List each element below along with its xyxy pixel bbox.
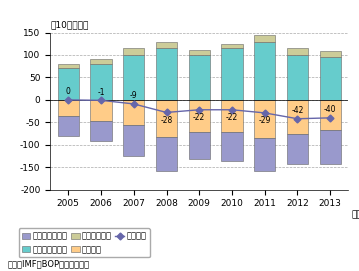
Bar (287, 134, 308, 164)
Bar (287, 100, 308, 134)
Text: -29: -29 (258, 117, 271, 125)
Bar (90, 100, 112, 121)
Bar (320, 100, 341, 130)
Bar (254, 41, 275, 100)
Text: -9: -9 (130, 91, 137, 100)
Text: -22: -22 (193, 113, 205, 122)
Bar (90, 64, 112, 100)
Bar (58, 69, 79, 100)
Bar (156, 100, 177, 137)
Bar (123, 100, 144, 125)
Bar (287, 55, 308, 100)
Bar (123, 55, 144, 100)
Bar (222, 48, 243, 100)
Text: （年）: （年） (351, 210, 359, 219)
Bar (188, 100, 210, 132)
Bar (58, 116, 79, 136)
Text: 資料：IMF「BOP」から作成。: 資料：IMF「BOP」から作成。 (7, 259, 89, 268)
Bar (188, 55, 210, 100)
Bar (320, 130, 341, 164)
Text: -1: -1 (97, 88, 105, 97)
Text: 0: 0 (66, 87, 71, 96)
Bar (58, 64, 79, 69)
Bar (188, 132, 210, 159)
Bar (320, 51, 341, 57)
Bar (156, 41, 177, 48)
Bar (90, 121, 112, 141)
Bar (123, 48, 144, 55)
Bar (254, 35, 275, 41)
Bar (156, 48, 177, 100)
Text: -40: -40 (324, 105, 336, 114)
Bar (156, 137, 177, 171)
Bar (222, 132, 243, 162)
Bar (90, 59, 112, 64)
Bar (254, 138, 275, 171)
Text: （10億ドル）: （10億ドル） (50, 20, 89, 29)
Bar (287, 48, 308, 55)
Bar (58, 100, 79, 116)
Text: -22: -22 (226, 113, 238, 122)
Bar (123, 125, 144, 156)
Bar (188, 50, 210, 55)
Bar (254, 100, 275, 138)
Legend: 第二次所得収支, 第一次所得収支, サービス収支, 貳易収支, 経常収支: 第二次所得収支, 第一次所得収支, サービス収支, 貳易収支, 経常収支 (19, 228, 149, 257)
Text: -42: -42 (291, 106, 304, 115)
Bar (320, 57, 341, 100)
Bar (222, 100, 243, 132)
Text: -28: -28 (160, 116, 173, 125)
Bar (222, 44, 243, 48)
